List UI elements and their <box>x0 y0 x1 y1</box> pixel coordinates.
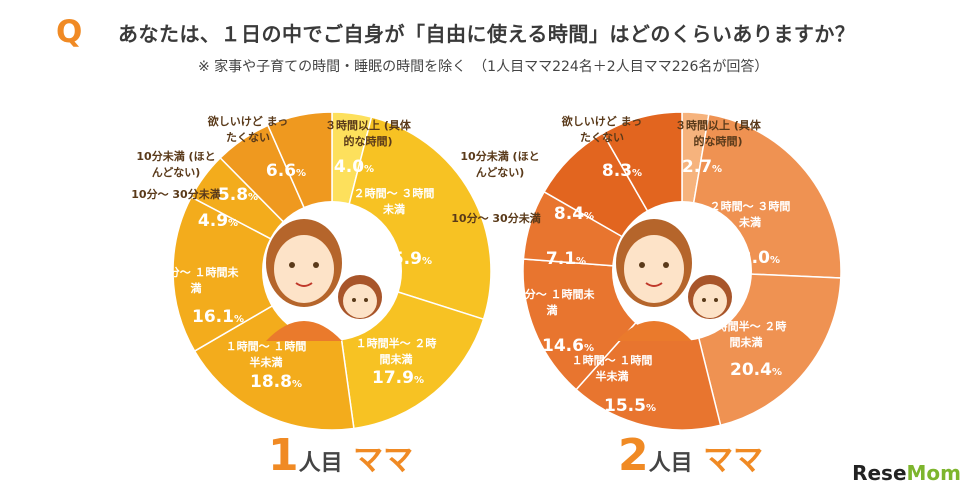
slice-category: １時間～ １時間半未満 <box>571 354 653 383</box>
slice-percent: 14.6% <box>542 336 594 356</box>
slice-label: 30分～ １時間未満 <box>507 286 597 318</box>
question-mark: Q <box>56 14 83 50</box>
caption-number: 1 <box>268 430 299 481</box>
brand-prefix: Rese <box>852 461 907 485</box>
slice-label: ２時間～ ３時間未満 <box>705 198 795 230</box>
slice-category: 欲しいけど まったくない <box>207 115 289 144</box>
slice-label: 欲しいけど まったくない <box>203 113 293 145</box>
slice-category: １時間半～ ２時間未満 <box>355 337 437 366</box>
slice-percent: 23.0% <box>728 248 780 268</box>
slice-label: １時間～ １時間半未満 <box>567 352 657 384</box>
slice-category: 10分未満 (ほとんどない) <box>136 150 216 179</box>
slice-percent: 4.9% <box>197 211 239 231</box>
caption-number: 2 <box>618 430 649 481</box>
slice-category: ２時間～ ３時間未満 <box>353 187 435 216</box>
caption-first-mom: 1人目 ママ <box>268 430 413 481</box>
slice-percent: 2.7% <box>681 157 723 177</box>
slice-percent: 20.4% <box>730 360 782 380</box>
caption-second-mom: 2人目 ママ <box>618 430 763 481</box>
slice-category: 30分～ １時間未満 <box>153 266 239 295</box>
slice-label: 10分～ 30分未満 <box>451 210 541 226</box>
mother-child-illustration <box>262 201 402 341</box>
slice-category: 欲しいけど まったくない <box>561 115 643 144</box>
slice-label: 欲しいけど まったくない <box>557 113 647 145</box>
question-text: あなたは、１日の中でご自身が「自由に使える時間」はどのくらいありますか？ <box>118 22 856 46</box>
slice-percent: 16.1% <box>192 307 244 327</box>
mother-child-illustration <box>612 201 752 341</box>
slice-percent: 5.8% <box>217 185 259 205</box>
slice-percent: 8.4% <box>553 204 595 224</box>
slice-category: 10分～ 30分未満 <box>131 188 221 201</box>
slice-category: 10分未満 (ほとんどない) <box>460 150 540 179</box>
pie-slice <box>172 196 334 353</box>
slice-label: １時間半～ ２時間未満 <box>351 335 441 367</box>
slice-category: ２時間～ ３時間未満 <box>709 200 791 229</box>
slice-percent: 15.5% <box>604 396 656 416</box>
slice-label: ３時間以上 (具体的な時間) <box>673 117 763 149</box>
slice-percent: 8.3% <box>601 161 643 181</box>
slice-label: ２時間～ ３時間未満 <box>349 185 439 217</box>
slice-label: 10分未満 (ほとんどない) <box>455 148 545 180</box>
slice-category: １時間～ １時間半未満 <box>225 340 307 369</box>
slice-percent: 18.8% <box>250 372 302 392</box>
slice-label: １時間～ １時間半未満 <box>221 338 311 370</box>
brand-logo: ReseMom <box>852 461 961 485</box>
slice-category: 10分～ 30分未満 <box>451 212 541 225</box>
caption-tail: ママ <box>703 443 764 478</box>
brand-suffix: Mom <box>906 461 961 485</box>
slice-percent: 4.0% <box>333 157 375 177</box>
slice-category: 30分～ １時間未満 <box>509 288 595 317</box>
slice-label: 10分未満 (ほとんどない) <box>131 148 221 180</box>
slice-percent: 17.9% <box>372 368 424 388</box>
question-note: ※ 家事や子育ての時間・睡眠の時間を除く （1人目ママ224名＋2人目ママ226… <box>198 59 769 75</box>
slice-category: ３時間以上 (具体的な時間) <box>325 119 411 148</box>
caption-mid: 人目 <box>298 451 343 476</box>
slice-percent: 7.1% <box>545 249 587 269</box>
slice-label: 10分～ 30分未満 <box>131 186 221 202</box>
slice-percent: 25.9% <box>380 249 432 269</box>
slice-category: ３時間以上 (具体的な時間) <box>675 119 761 148</box>
slice-percent: 6.6% <box>265 161 307 181</box>
slice-label: ３時間以上 (具体的な時間) <box>323 117 413 149</box>
slice-category: １時間半～ ２時間未満 <box>705 320 787 349</box>
slice-label: 30分～ １時間未満 <box>151 264 241 296</box>
caption-mid: 人目 <box>648 451 693 476</box>
slice-label: １時間半～ ２時間未満 <box>701 318 791 350</box>
caption-tail: ママ <box>353 443 414 478</box>
